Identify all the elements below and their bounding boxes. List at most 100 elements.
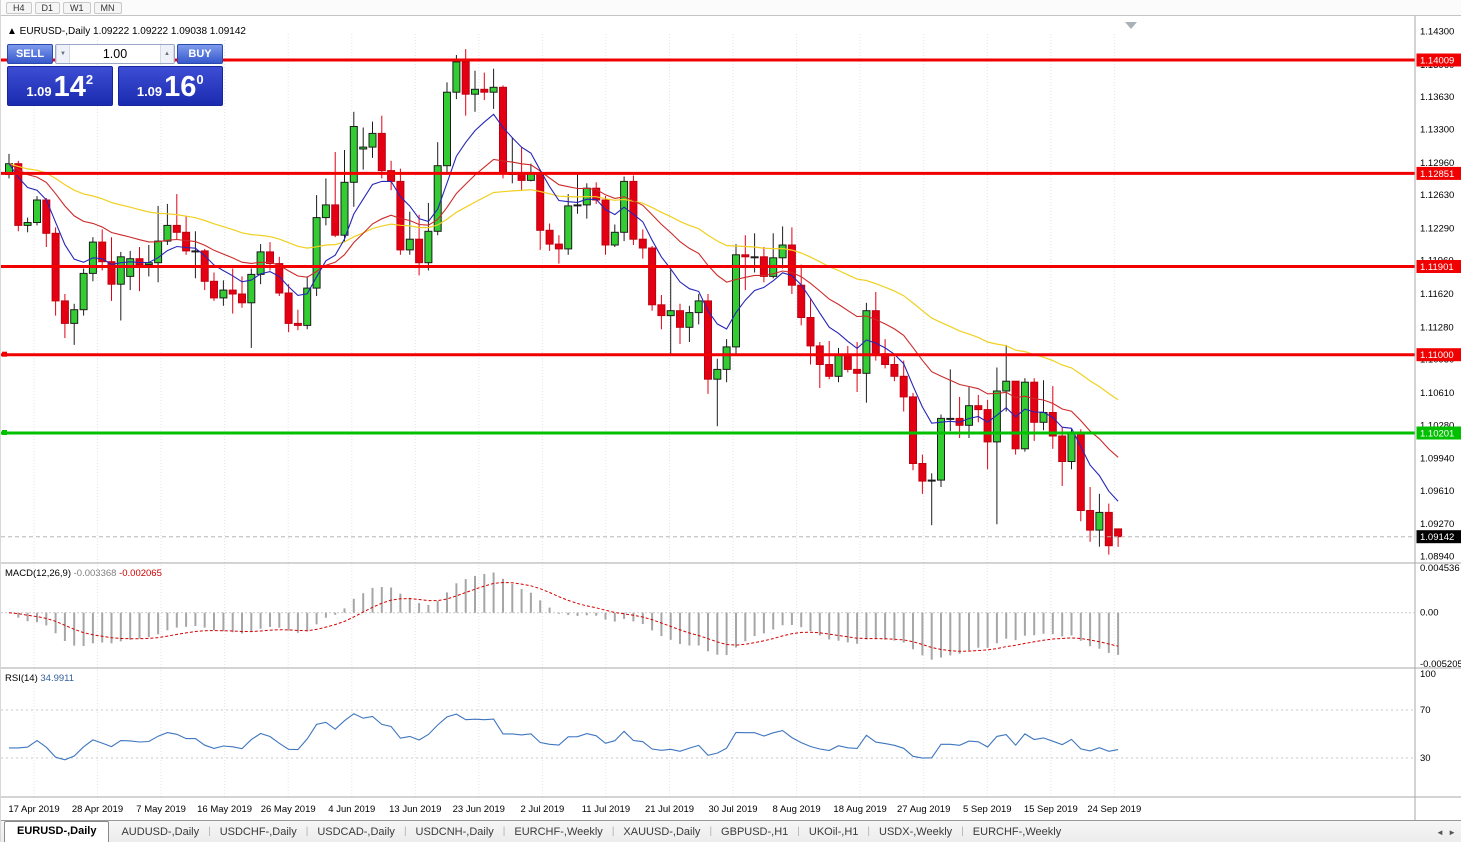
svg-text:4 Jun 2019: 4 Jun 2019 — [328, 804, 375, 815]
svg-text:26 May 2019: 26 May 2019 — [261, 804, 316, 815]
timeframe-toolbar: H4 D1 W1 MN — [1, 0, 1461, 16]
svg-text:1.11901: 1.11901 — [1420, 262, 1454, 273]
svg-text:24 Sep 2019: 24 Sep 2019 — [1087, 804, 1141, 815]
svg-text:11 Jul 2019: 11 Jul 2019 — [582, 804, 630, 815]
tab-audusd-daily[interactable]: AUDUSD-,Daily — [121, 826, 200, 838]
date-axis-labels: 17 Apr 2019 28 Apr 2019 7 May 2019 16 May 2… — [8, 804, 1141, 815]
svg-text:0.00: 0.00 — [1420, 608, 1439, 619]
svg-text:1.10201: 1.10201 — [1420, 429, 1454, 440]
svg-text:1.12851: 1.12851 — [1420, 169, 1454, 180]
macd-label: MACD(12,26,9) -0.003368 -0.002065 — [5, 568, 162, 579]
price-badges: 1.14009 1.12851 1.11901 1.11000 1.10201 1.091… — [1416, 53, 1461, 544]
chart-area: 1.143001.139601.136301.133001.129601.126… — [1, 16, 1461, 820]
svg-text:1.12960: 1.12960 — [1420, 158, 1454, 169]
sell-button[interactable]: SELL — [7, 44, 53, 64]
panel-separators — [1, 16, 1461, 820]
quantity-decrease-button[interactable]: ▼ — [56, 45, 70, 63]
svg-text:1.12630: 1.12630 — [1420, 190, 1454, 201]
tab-usdchf-daily[interactable]: USDCHF-,Daily — [219, 826, 297, 838]
quantity-increase-button[interactable]: ▲ — [160, 45, 174, 63]
tab-gbpusd-h1[interactable]: GBPUSD-,H1 — [721, 826, 789, 838]
svg-text:1.11280: 1.11280 — [1420, 322, 1454, 333]
rsi-level-lines — [1, 709, 1415, 759]
svg-text:1.10610: 1.10610 — [1420, 388, 1454, 399]
svg-text:16 May 2019: 16 May 2019 — [197, 804, 252, 815]
tab-usdx-weekly[interactable]: USDX-,Weekly — [879, 826, 953, 838]
candles — [5, 49, 1123, 555]
svg-text:1.10280: 1.10280 — [1420, 420, 1454, 431]
rsi-label: RSI(14) 34.9911 — [5, 673, 74, 684]
buy-price-prefix: 1.09 — [136, 83, 163, 99]
svg-text:0.004536: 0.004536 — [1420, 563, 1460, 574]
svg-text:17 Apr 2019: 17 Apr 2019 — [8, 804, 59, 815]
svg-text:1.12290: 1.12290 — [1420, 223, 1454, 234]
macd-signal-line — [8, 581, 1119, 652]
tab-eurchf-weekly[interactable]: EURCHF-,Weekly — [972, 826, 1062, 838]
svg-text:1.13630: 1.13630 — [1420, 92, 1454, 103]
timeframe-button-w1[interactable]: W1 — [63, 1, 91, 14]
svg-text:100: 100 — [1420, 669, 1436, 680]
buy-button[interactable]: BUY — [177, 44, 223, 64]
quantity-value[interactable]: 1.00 — [102, 47, 128, 61]
svg-text:27 Aug 2019: 27 Aug 2019 — [897, 804, 950, 815]
sell-price-sup: 2 — [85, 72, 94, 87]
svg-text:1.13300: 1.13300 — [1420, 125, 1454, 136]
tab-separator: | — [797, 826, 800, 837]
sell-price-big: 14 — [53, 71, 86, 103]
tab-separator: | — [961, 826, 964, 837]
price-chart[interactable]: 1.143001.139601.136301.133001.129601.126… — [1, 16, 1461, 820]
svg-text:15 Sep 2019: 15 Sep 2019 — [1024, 804, 1078, 815]
buy-price-button[interactable]: 1.09 16 0 — [117, 66, 223, 106]
quantity-stepper[interactable]: ▼ 1.00 ▲ — [55, 44, 175, 64]
tab-ukoil-h1[interactable]: UKOil-,H1 — [808, 826, 859, 838]
grid-lines — [33, 34, 1115, 797]
svg-text:1.14009: 1.14009 — [1420, 56, 1454, 67]
svg-text:70: 70 — [1420, 705, 1431, 716]
tab-separator: | — [502, 826, 506, 837]
svg-text:2 Jul 2019: 2 Jul 2019 — [520, 804, 564, 815]
sell-price-prefix: 1.09 — [26, 83, 52, 99]
svg-text:-0.005205: -0.005205 — [1420, 659, 1461, 670]
macd-histogram — [17, 572, 1120, 660]
ma-fast-line — [8, 113, 1119, 502]
rsi-line — [9, 713, 1119, 761]
timeframe-button-d1[interactable]: D1 — [34, 1, 61, 14]
timeframe-button-mn[interactable]: MN — [93, 1, 122, 14]
ma-mid-line — [8, 158, 1119, 458]
tab-separator: | — [305, 826, 309, 837]
horizontal-lines[interactable] — [1, 58, 1415, 435]
svg-text:30: 30 — [1420, 753, 1431, 764]
svg-text:1.08940: 1.08940 — [1420, 552, 1454, 563]
svg-text:5 Sep 2019: 5 Sep 2019 — [963, 804, 1012, 815]
price-axis-labels: 1.143001.139601.136301.133001.129601.126… — [1420, 27, 1461, 765]
ma-slow-line — [8, 163, 1119, 401]
tab-scroll-arrows[interactable]: ◄ ► — [1435, 828, 1457, 837]
tab-eurusd-daily[interactable]: EURUSD-,Daily — [4, 821, 110, 842]
svg-text:30 Jul 2019: 30 Jul 2019 — [708, 804, 757, 815]
svg-text:1.11000: 1.11000 — [1420, 350, 1454, 361]
tab-xauusd-daily[interactable]: XAUUSD-,Daily — [623, 826, 701, 838]
svg-text:1.11620: 1.11620 — [1420, 289, 1454, 300]
buy-price-big: 16 — [164, 71, 197, 103]
svg-text:8 Aug 2019: 8 Aug 2019 — [773, 804, 821, 815]
svg-text:1.14300: 1.14300 — [1420, 27, 1454, 38]
svg-text:28 Apr 2019: 28 Apr 2019 — [72, 804, 123, 815]
svg-text:1.09610: 1.09610 — [1420, 486, 1454, 497]
svg-text:1.09270: 1.09270 — [1420, 519, 1454, 530]
tab-separator: | — [611, 826, 615, 837]
tab-eurchf-weekly[interactable]: EURCHF-,Weekly — [514, 826, 603, 838]
svg-text:21 Jul 2019: 21 Jul 2019 — [645, 804, 694, 815]
tab-separator: | — [403, 826, 407, 837]
tab-separator: | — [208, 826, 211, 837]
svg-text:23 Jun 2019: 23 Jun 2019 — [453, 804, 505, 815]
timeframe-button-h4[interactable]: H4 — [6, 1, 32, 14]
tab-usdcnh-daily[interactable]: USDCNH-,Daily — [415, 826, 494, 838]
tab-usdcad-daily[interactable]: USDCAD-,Daily — [317, 826, 395, 838]
chart-shift-marker[interactable] — [1125, 22, 1137, 29]
svg-text:13 Jun 2019: 13 Jun 2019 — [389, 804, 441, 815]
sell-price-button[interactable]: 1.09 14 2 — [7, 66, 113, 106]
buy-price-sup: 0 — [196, 72, 204, 87]
svg-text:1.09940: 1.09940 — [1420, 454, 1454, 465]
svg-text:7 May 2019: 7 May 2019 — [136, 804, 186, 815]
